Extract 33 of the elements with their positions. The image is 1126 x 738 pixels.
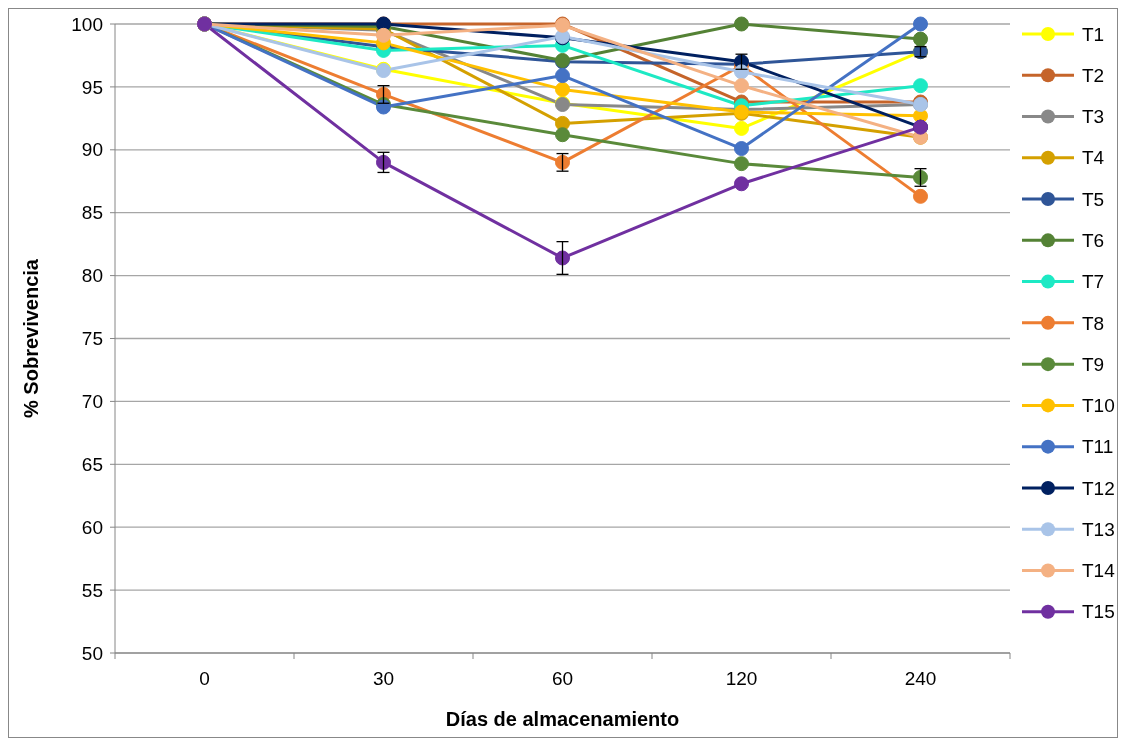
legend-label: T1 (1082, 23, 1105, 45)
y-axis-title: % Sobrevivencia (20, 258, 42, 418)
legend-label: T5 (1082, 188, 1105, 210)
legend-label: T2 (1082, 64, 1105, 86)
x-axis-title: Días de almacenamiento (445, 708, 680, 730)
y-tick-label: 75 (81, 328, 103, 350)
legend-label: T11 (1082, 436, 1114, 458)
y-tick-label: 65 (81, 453, 103, 475)
x-tick-label: 240 (904, 668, 937, 689)
legend-label: T12 (1082, 477, 1115, 499)
y-tick-label: 95 (81, 76, 103, 98)
legend-label: T10 (1082, 395, 1115, 417)
y-tick-label: 55 (81, 579, 103, 601)
x-tick-label: 30 (372, 668, 395, 689)
x-tick-label: 0 (199, 668, 210, 689)
x-tick-label: 60 (551, 668, 574, 689)
legend-label: T7 (1082, 271, 1105, 293)
legend-label: T6 (1082, 229, 1105, 251)
legend-label: T15 (1082, 601, 1115, 623)
y-tick-label: 80 (81, 265, 103, 287)
y-tick-label: 85 (81, 202, 103, 224)
y-tick-label: 70 (81, 391, 103, 413)
y-tick-label: 60 (81, 516, 103, 538)
legend-label: T14 (1082, 560, 1116, 582)
y-tick-label: 90 (81, 139, 103, 161)
legend-label: T4 (1082, 147, 1105, 169)
y-tick-label: 50 (81, 642, 103, 664)
legend-label: T3 (1082, 106, 1105, 128)
legend-label: T9 (1082, 353, 1105, 375)
x-tick-label: 120 (725, 668, 758, 689)
legend-label: T8 (1082, 312, 1105, 334)
legend-label: T13 (1082, 518, 1115, 540)
y-tick-label: 100 (71, 13, 103, 35)
